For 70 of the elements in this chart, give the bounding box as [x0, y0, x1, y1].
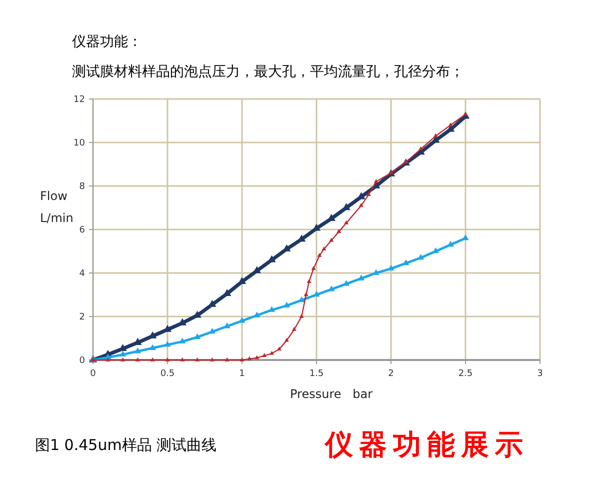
point [329, 238, 334, 242]
point [224, 357, 230, 362]
point [254, 355, 260, 360]
chart-title: 仪器功能： [72, 34, 142, 50]
y-tick-label: 6 [79, 226, 86, 236]
point [304, 292, 308, 296]
chart-subtitle: 测试膜材料样品的泡点压力，最大孔，平均流量孔，孔径分布； [72, 64, 464, 80]
point [276, 346, 282, 350]
y-tick-label: 12 [74, 95, 85, 105]
point [150, 357, 155, 362]
point [180, 357, 185, 362]
point [311, 266, 316, 270]
point [336, 229, 342, 233]
point [374, 179, 378, 183]
y-tick-label: 2 [79, 312, 85, 322]
x-tick-label: 0 [90, 369, 96, 379]
x-axis-title: Pressure bar [290, 387, 373, 401]
caption: 图1 0.45um样品 测试曲线 [35, 436, 217, 454]
point [106, 357, 110, 362]
point [119, 350, 126, 356]
point [179, 338, 186, 344]
point [322, 246, 326, 250]
point [262, 353, 267, 357]
point [317, 252, 322, 257]
y-tick-label: 4 [79, 269, 86, 279]
point [210, 357, 214, 362]
x-tick-label: 0.5 [160, 369, 175, 379]
point [344, 220, 349, 224]
point [208, 328, 216, 334]
point [224, 322, 230, 328]
text: 仪器功能展示 [324, 428, 529, 461]
x-tick-label: 2.5 [458, 369, 473, 379]
x-tick-label: 2 [388, 369, 394, 379]
point [448, 122, 453, 126]
point [270, 350, 274, 355]
point [149, 344, 156, 350]
point [313, 290, 320, 297]
point [164, 340, 171, 347]
y-tick-label: 8 [79, 182, 86, 192]
point [282, 244, 291, 252]
point [418, 146, 424, 150]
point [195, 357, 200, 362]
y-tick-label: 10 [74, 138, 86, 148]
point [402, 259, 410, 266]
point [404, 159, 408, 164]
point [462, 234, 469, 240]
point [135, 357, 140, 362]
y-axis-title: Flow L/min [40, 189, 74, 225]
point [433, 133, 438, 138]
point [165, 357, 170, 362]
point [299, 314, 304, 318]
x-tick-label: 3 [537, 369, 543, 379]
x-tick-label: 1.5 [309, 369, 324, 379]
point [298, 296, 305, 302]
y-tick-label: 0 [79, 356, 86, 366]
point [254, 312, 260, 318]
point [208, 300, 216, 307]
point [366, 192, 371, 196]
point [238, 317, 246, 323]
point [463, 112, 468, 116]
point [134, 347, 142, 354]
point [240, 357, 244, 362]
point [358, 202, 364, 207]
point [328, 285, 335, 292]
x-tick-label: 1 [239, 369, 245, 379]
point [306, 279, 312, 284]
point [194, 333, 201, 340]
point [120, 357, 126, 362]
point [223, 288, 232, 296]
point [292, 326, 296, 331]
